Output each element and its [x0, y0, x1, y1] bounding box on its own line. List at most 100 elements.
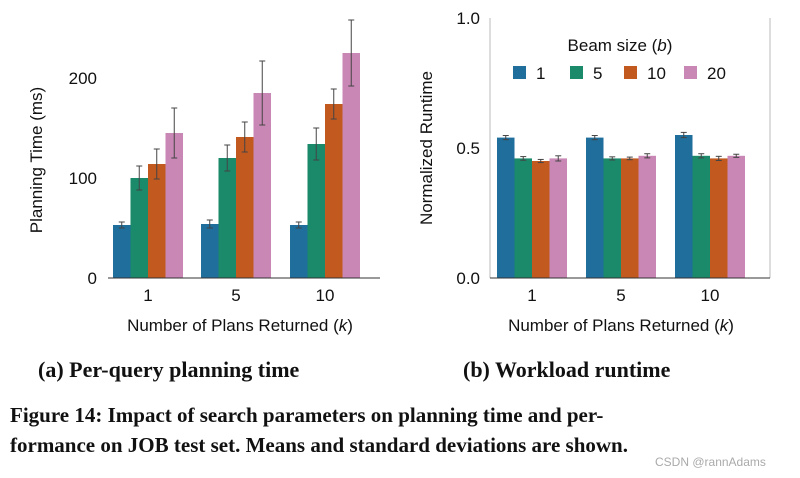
legend-item-b10: 10 — [624, 64, 666, 83]
figure-caption-line-2: formance on JOB test set. Means and stan… — [10, 433, 628, 457]
panel-a-error-bar-k5-b10 — [241, 121, 248, 153]
panel-a-bar-k1-b5 — [130, 178, 148, 278]
legend-title-text: Beam size ( — [568, 36, 658, 55]
panel-b-bar-k5-b10 — [621, 158, 639, 278]
panel-b-caption: (b) Workload runtime — [463, 357, 671, 382]
panel-a-x-tick-labels: 1 5 10 — [143, 286, 334, 305]
panel-a-error-bar-k5-b1 — [206, 219, 213, 229]
panel-b-bar-k5-b20 — [638, 155, 656, 278]
panel-a-error-bar-k10-b1 — [295, 221, 302, 229]
legend: Beam size (b) 1 5 10 20 — [513, 36, 726, 83]
panel-b-y-tick-1.0: 1.0 — [456, 9, 480, 28]
panel-a-y-tick-0: 0 — [88, 269, 97, 288]
panel-b-x-axis-label-var: k — [720, 316, 730, 335]
panel-b-y-tick-0.5: 0.5 — [456, 139, 480, 158]
panel-b-x-tick-5: 5 — [616, 286, 625, 305]
panel-b-bar-k5-b1 — [586, 137, 604, 278]
legend-swatch-b1 — [513, 66, 526, 79]
panel-a-bars — [113, 53, 360, 278]
panel-a-error-bar-k5-b20 — [259, 60, 266, 126]
panel-b-error-bar-k10-b20 — [733, 153, 740, 158]
panel-a-y-axis-label: Planning Time (ms) — [27, 87, 46, 233]
legend-title-close: ) — [667, 36, 673, 55]
panel-b-x-tick-1: 1 — [527, 286, 536, 305]
panel-a-x-axis-label-close: ) — [347, 316, 353, 335]
panel-b-error-bar-k1-b1 — [502, 135, 509, 141]
legend-item-b5: 5 — [570, 64, 602, 83]
panel-b-bar-k10-b20 — [727, 155, 745, 278]
panel-b-error-bar-k5-b20 — [644, 153, 651, 159]
panel-a-x-axis-label-text: Number of Plans Returned ( — [127, 316, 339, 335]
panel-a-bar-k1-b1 — [113, 225, 131, 278]
panel-a-bar-k5-b1 — [201, 224, 219, 278]
panel-b-y-tick-0.0: 0.0 — [456, 269, 480, 288]
panel-a-error-bar-k5-b5 — [224, 144, 231, 172]
panel-b-bar-k5-b5 — [603, 158, 621, 278]
panel-b-error-bar-k1-b20 — [555, 155, 562, 162]
panel-a-error-bar-k10-b20 — [348, 19, 355, 87]
legend-label-b5: 5 — [593, 64, 602, 83]
panel-b-error-bar-k1-b5 — [520, 156, 527, 161]
panel-b-y-tick-labels: 0.0 0.5 1.0 — [456, 9, 480, 288]
legend-swatch-b20 — [684, 66, 697, 79]
legend-title: Beam size (b) — [568, 36, 673, 55]
panel-a-bar-k10-b1 — [290, 225, 308, 278]
panel-a-bar-k5-b5 — [218, 158, 236, 278]
panel-b-bar-k1-b20 — [549, 158, 567, 278]
panel-b-error-bar-k5-b5 — [609, 156, 616, 161]
panel-a-x-tick-1: 1 — [143, 286, 152, 305]
panel-b-y-axis-label: Normalized Runtime — [417, 71, 436, 225]
panel-a-error-bar-k1-b5 — [136, 165, 143, 191]
panel-a-bar-k10-b20 — [342, 53, 360, 278]
panel-a-x-tick-10: 10 — [316, 286, 335, 305]
legend-label-b1: 1 — [536, 64, 545, 83]
panel-a-x-axis-label-var: k — [339, 316, 349, 335]
panel-a-error-bar-k1-b10 — [153, 148, 160, 180]
panel-b-x-tick-labels: 1 5 10 — [527, 286, 719, 305]
panel-a-error-bar-k10-b10 — [330, 88, 337, 120]
panel-a-y-tick-100: 100 — [69, 169, 97, 188]
panel-a-bar-k1-b10 — [148, 164, 166, 278]
panel-b-x-tick-10: 10 — [701, 286, 720, 305]
panel-b-error-bars — [502, 131, 740, 164]
panel-b-error-bar-k5-b1 — [591, 135, 598, 141]
panel-a-error-bar-k1-b20 — [171, 107, 178, 159]
panel-b: 0.00.51.0 1 5 10 Normalized Runtime Number… — [417, 9, 771, 335]
panel-a-x-axis-label: Number of Plans Returned (k) — [127, 316, 353, 335]
panel-b-bar-k1-b5 — [514, 158, 532, 278]
panel-a-bar-k10-b5 — [307, 144, 325, 278]
panel-a-bar-k1-b20 — [165, 133, 183, 278]
panel-b-error-bar-k10-b1 — [680, 131, 687, 139]
legend-swatch-b5 — [570, 66, 583, 79]
panel-b-error-bar-k10-b5 — [698, 153, 705, 159]
panel-b-bar-k1-b1 — [497, 137, 515, 278]
panel-b-x-axis-label-close: ) — [728, 316, 734, 335]
panel-b-bars — [497, 135, 745, 278]
panel-a-bar-k10-b10 — [325, 104, 343, 278]
legend-label-b20: 20 — [707, 64, 726, 83]
panel-b-x-axis-label-text: Number of Plans Returned ( — [508, 316, 720, 335]
panel-a-x-tick-5: 5 — [231, 286, 240, 305]
legend-item-b1: 1 — [513, 64, 545, 83]
panel-a-caption: (a) Per-query planning time — [38, 357, 300, 382]
panel-a-y-tick-labels: 0 100 200 — [69, 69, 97, 288]
panel-b-error-bar-k1-b10 — [537, 158, 544, 164]
panel-b-error-bar-k5-b10 — [626, 156, 633, 161]
panel-a-bar-k5-b20 — [253, 93, 271, 278]
legend-swatch-b10 — [624, 66, 637, 79]
panel-b-bar-k10-b1 — [675, 135, 693, 278]
legend-title-var: b — [657, 36, 666, 55]
panel-b-bar-k10-b10 — [710, 158, 728, 278]
panel-b-bar-k1-b10 — [532, 161, 550, 278]
panel-b-error-bar-k10-b10 — [715, 155, 722, 161]
panel-a-error-bar-k10-b5 — [313, 127, 320, 161]
panel-b-bar-k10-b5 — [692, 155, 710, 278]
panel-b-x-axis-label: Number of Plans Returned (k) — [508, 316, 734, 335]
figure-caption-line-1: Figure 14: Impact of search parameters o… — [10, 403, 604, 427]
watermark: CSDN @rannAdams — [655, 455, 766, 469]
legend-item-b20: 20 — [684, 64, 726, 83]
panel-a-y-tick-200: 200 — [69, 69, 97, 88]
legend-label-b10: 10 — [647, 64, 666, 83]
